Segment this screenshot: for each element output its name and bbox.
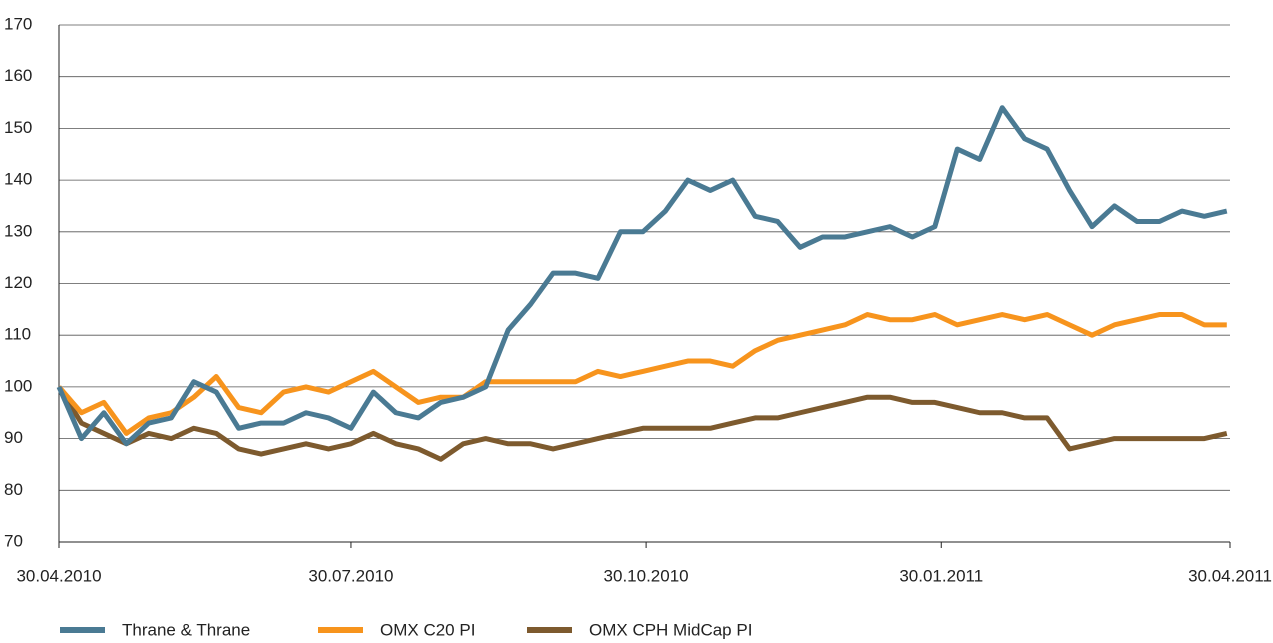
- y-tick-label: 170: [4, 14, 32, 33]
- y-tick-label: 110: [4, 325, 31, 344]
- y-tick-label: 160: [4, 66, 32, 85]
- y-tick-label: 130: [4, 221, 32, 240]
- legend-label: OMX C20 PI: [380, 620, 475, 639]
- series-line: [57, 312, 1227, 436]
- y-tick-label: 100: [4, 376, 32, 395]
- y-tick-label: 70: [4, 531, 23, 550]
- x-tick-label: 30.01.2011: [899, 566, 983, 585]
- y-tick-label: 150: [4, 118, 32, 137]
- series-line: [56, 105, 1228, 447]
- legend-label: Thrane & Thrane: [122, 620, 250, 639]
- y-tick-label: 120: [4, 273, 32, 292]
- y-tick-label: 80: [4, 480, 23, 499]
- x-tick-label: 30.04.2010: [16, 566, 101, 585]
- x-tick-label: 30.04.2011: [1188, 566, 1272, 585]
- x-tick-label: 30.07.2010: [308, 566, 393, 585]
- y-tick-label: 90: [4, 428, 23, 447]
- y-tick-label: 140: [4, 170, 32, 189]
- x-tick-label: 30.10.2010: [604, 566, 689, 585]
- series-line: [56, 385, 1228, 462]
- legend-label: OMX CPH MidCap PI: [589, 620, 752, 639]
